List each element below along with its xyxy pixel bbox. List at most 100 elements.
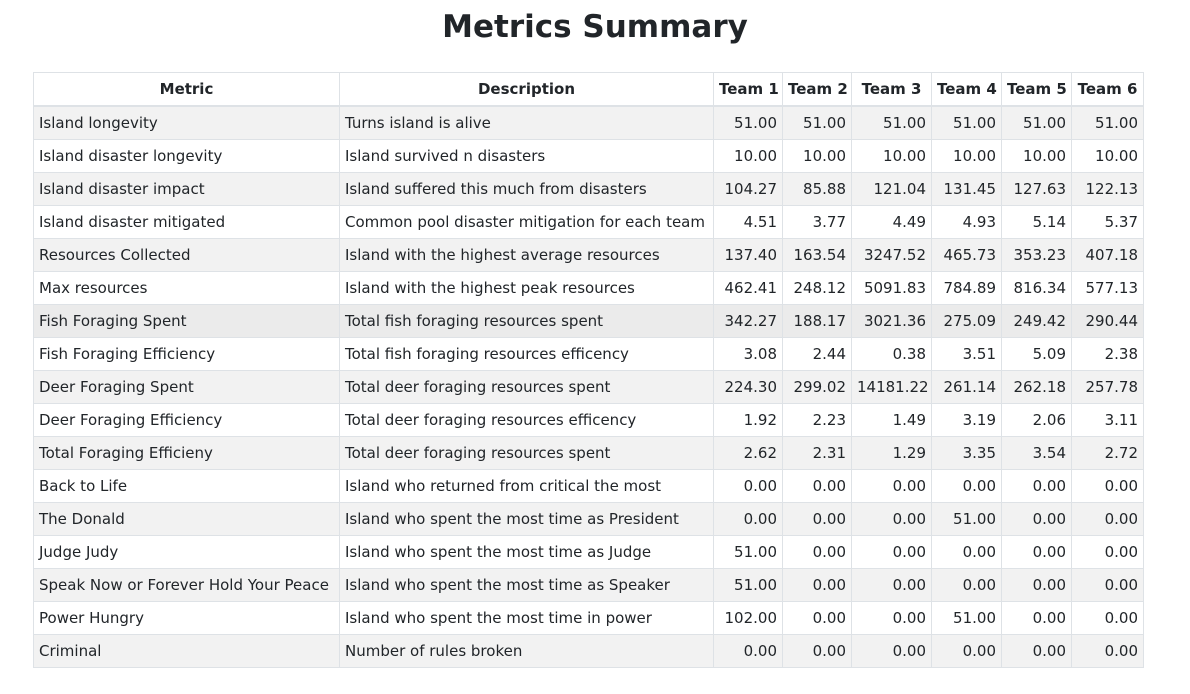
team-value-cell: 0.00 (782, 469, 852, 503)
column-header: Team 4 (931, 72, 1002, 107)
metric-cell: Resources Collected (33, 238, 340, 272)
team-value-cell: 0.00 (782, 535, 852, 569)
description-cell: Island with the highest peak resources (339, 271, 714, 305)
page-title: Metrics Summary (442, 9, 748, 45)
team-value-cell: 3.08 (713, 337, 783, 371)
metric-cell: Island longevity (33, 105, 340, 140)
team-value-cell: 0.00 (1001, 634, 1072, 668)
table-row: The Donald Island who spent the most time… (33, 502, 1144, 536)
table-header: Metric Description Team 1 Team 2 Team 3 Team … (33, 72, 1144, 107)
description-cell: Island who spent the most time in power (339, 601, 714, 635)
team-value-cell: 0.00 (931, 568, 1002, 602)
team-value-cell: 51.00 (713, 568, 783, 602)
metric-cell: Fish Foraging Efficiency (33, 337, 340, 371)
description-cell: Number of rules broken (339, 634, 714, 668)
metric-cell: Island disaster impact (33, 172, 340, 206)
column-header: Team 2 (782, 72, 852, 107)
description-cell: Island who returned from critical the mo… (339, 469, 714, 503)
table-row: Fish Foraging Efficiency Total fish forag… (33, 337, 1144, 371)
table-row: Speak Now or Forever Hold Your Peace Isla… (33, 568, 1144, 602)
table-row: Judge Judy Island who spent the most time… (33, 535, 1144, 569)
metric-cell: Island disaster mitigated (33, 205, 340, 239)
metric-cell: Power Hungry (33, 601, 340, 635)
team-value-cell: 262.18 (1001, 370, 1072, 404)
team-value-cell: 275.09 (931, 304, 1002, 338)
table-row: Back to Life Island who returned from cri… (33, 469, 1144, 503)
team-value-cell: 131.45 (931, 172, 1002, 206)
team-value-cell: 0.00 (1071, 535, 1144, 569)
team-value-cell: 104.27 (713, 172, 783, 206)
team-value-cell: 3.51 (931, 337, 1002, 371)
team-value-cell: 0.00 (713, 502, 783, 536)
team-value-cell: 0.00 (851, 634, 932, 668)
table-row: Deer Foraging Efficiency Total deer forag… (33, 403, 1144, 437)
team-value-cell: 10.00 (1001, 139, 1072, 173)
table-row: Criminal Number of rules broken 0.00 0.00 0.… (33, 634, 1144, 668)
team-value-cell: 121.04 (851, 172, 932, 206)
team-value-cell: 465.73 (931, 238, 1002, 272)
team-value-cell: 4.93 (931, 205, 1002, 239)
team-value-cell: 0.00 (851, 568, 932, 602)
table-row: Fish Foraging Spent Total fish foraging r… (33, 304, 1144, 338)
metric-cell: Island disaster longevity (33, 139, 340, 173)
team-value-cell: 2.23 (782, 403, 852, 437)
description-cell: Total deer foraging resources spent (339, 436, 714, 470)
description-cell: Total deer foraging resources efficency (339, 403, 714, 437)
team-value-cell: 3.77 (782, 205, 852, 239)
team-value-cell: 299.02 (782, 370, 852, 404)
team-value-cell: 0.00 (713, 469, 783, 503)
team-value-cell: 0.00 (851, 502, 932, 536)
team-value-cell: 2.06 (1001, 403, 1072, 437)
description-cell: Turns island is alive (339, 105, 714, 140)
team-value-cell: 51.00 (1071, 105, 1144, 140)
team-value-cell: 0.00 (782, 568, 852, 602)
metric-cell: Deer Foraging Efficiency (33, 403, 340, 437)
description-cell: Common pool disaster mitigation for each… (339, 205, 714, 239)
metric-cell: The Donald (33, 502, 340, 536)
team-value-cell: 0.00 (1071, 634, 1144, 668)
team-value-cell: 462.41 (713, 271, 783, 305)
metrics-table: Metric Description Team 1 Team 2 Team 3 Team … (33, 72, 1144, 668)
description-cell: Total fish foraging resources efficency (339, 337, 714, 371)
team-value-cell: 1.49 (851, 403, 932, 437)
description-cell: Island suffered this much from disasters (339, 172, 714, 206)
team-value-cell: 249.42 (1001, 304, 1072, 338)
team-value-cell: 2.44 (782, 337, 852, 371)
table-body: Island longevity Turns island is alive 51.… (33, 105, 1144, 668)
team-value-cell: 0.00 (851, 469, 932, 503)
column-header: Metric (33, 72, 340, 107)
team-value-cell: 2.31 (782, 436, 852, 470)
team-value-cell: 10.00 (782, 139, 852, 173)
team-value-cell: 127.63 (1001, 172, 1072, 206)
team-value-cell: 3.19 (931, 403, 1002, 437)
team-value-cell: 2.38 (1071, 337, 1144, 371)
description-cell: Total fish foraging resources spent (339, 304, 714, 338)
table-row: Total Foraging Efficieny Total deer forag… (33, 436, 1144, 470)
team-value-cell: 10.00 (713, 139, 783, 173)
team-value-cell: 2.72 (1071, 436, 1144, 470)
team-value-cell: 0.00 (1071, 469, 1144, 503)
team-value-cell: 3247.52 (851, 238, 932, 272)
team-value-cell: 0.00 (931, 634, 1002, 668)
team-value-cell: 577.13 (1071, 271, 1144, 305)
header-row: Metric Description Team 1 Team 2 Team 3 Team … (33, 72, 1144, 107)
team-value-cell: 261.14 (931, 370, 1002, 404)
metric-cell: Back to Life (33, 469, 340, 503)
team-value-cell: 0.00 (1001, 469, 1072, 503)
metrics-table-container: Metric Description Team 1 Team 2 Team 3 Team … (33, 72, 1144, 668)
team-value-cell: 342.27 (713, 304, 783, 338)
team-value-cell: 5.09 (1001, 337, 1072, 371)
team-value-cell: 5091.83 (851, 271, 932, 305)
team-value-cell: 407.18 (1071, 238, 1144, 272)
team-value-cell: 3021.36 (851, 304, 932, 338)
team-value-cell: 0.00 (1001, 601, 1072, 635)
column-header: Team 6 (1071, 72, 1144, 107)
team-value-cell: 0.00 (1071, 568, 1144, 602)
description-cell: Island who spent the most time as Presid… (339, 502, 714, 536)
description-cell: Island with the highest average resource… (339, 238, 714, 272)
team-value-cell: 0.00 (782, 502, 852, 536)
metric-cell: Speak Now or Forever Hold Your Peace (33, 568, 340, 602)
team-value-cell: 224.30 (713, 370, 783, 404)
team-value-cell: 0.00 (931, 469, 1002, 503)
metric-cell: Criminal (33, 634, 340, 668)
